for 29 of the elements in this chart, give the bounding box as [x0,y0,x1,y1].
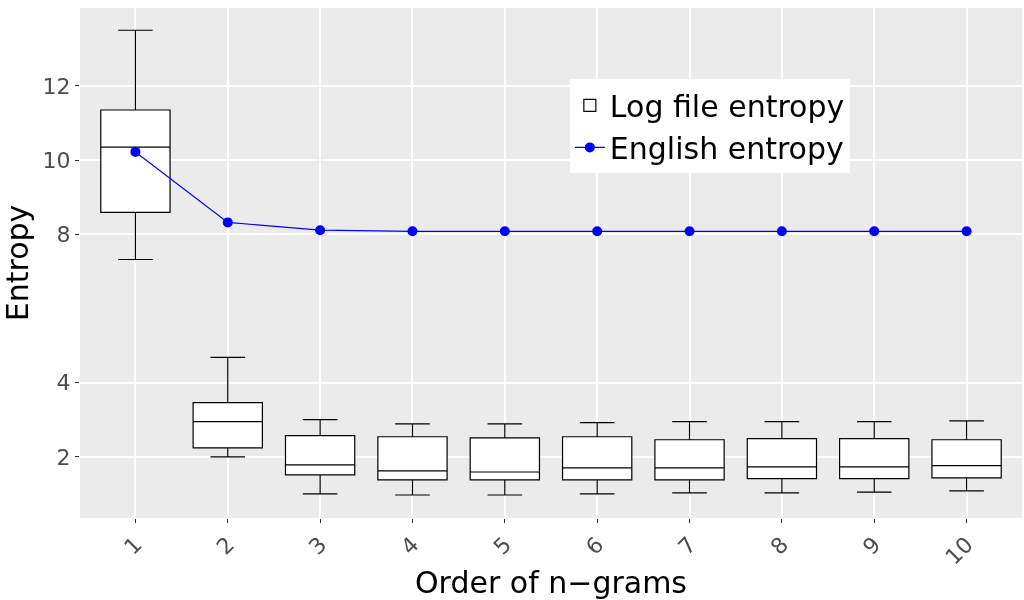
y-tick-label: 8 [56,221,71,247]
x-tick-label: 4 [396,532,424,560]
point [684,226,695,237]
point [222,217,233,228]
x-tick-label: 2 [211,532,240,560]
point [499,226,510,237]
x-tick-label: 8 [765,532,794,560]
legend-label: English entropy [609,131,844,167]
point [315,225,326,236]
x-tick-label: 1 [119,532,147,560]
x-tick-label: 10 [940,532,978,570]
legend-label: Log file entropy [609,89,845,125]
x-tick-label: 7 [673,532,701,560]
x-tick-label: 3 [303,532,332,560]
point [869,226,880,237]
x-tick-label: 5 [488,532,517,560]
x-tick-label: 9 [857,532,886,560]
point [961,226,972,237]
y-tick-label: 2 [56,444,71,470]
point [592,226,603,237]
point [407,226,418,237]
x-tick-label: 6 [580,532,609,560]
x-axis-title: Order of n−grams [414,565,688,600]
point [776,226,787,237]
y-tick-label: 12 [42,73,71,99]
y-axis-title: Entropy [0,204,35,322]
y-tick-label: 10 [42,147,71,173]
point [130,146,141,157]
y-tick-label: 4 [56,370,71,396]
